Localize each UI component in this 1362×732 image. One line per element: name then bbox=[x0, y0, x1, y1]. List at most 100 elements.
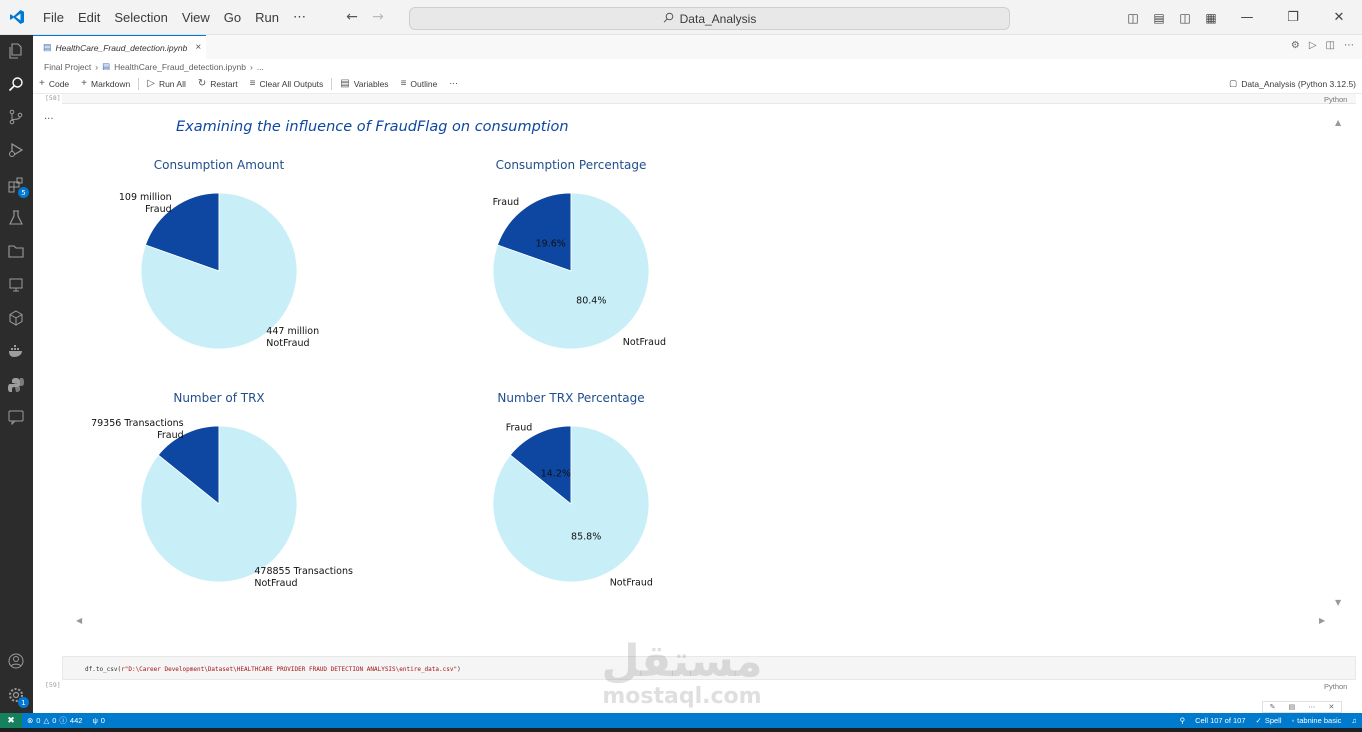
more-actions-icon[interactable]: ⋯ bbox=[1344, 40, 1354, 51]
gear-icon[interactable]: ⚙ bbox=[1290, 40, 1300, 51]
output-actions-icon[interactable]: ... bbox=[44, 111, 54, 122]
window-controls: ◫ ▤ ◫ ▦ — ❐ ✕ bbox=[1120, 0, 1362, 35]
pie-slice-fraud bbox=[157, 425, 220, 505]
previous-cell-editor[interactable] bbox=[62, 94, 1356, 104]
tab-close-icon[interactable]: × bbox=[195, 42, 202, 53]
delete-icon[interactable]: ✕ bbox=[1328, 703, 1335, 711]
pie-slice-fraud bbox=[509, 425, 572, 505]
remote-icon[interactable]: ✖ bbox=[0, 713, 22, 728]
slice-value-label: 447 million bbox=[266, 326, 319, 337]
menu-view[interactable]: View bbox=[181, 9, 210, 25]
clear-outputs-button[interactable]: ≡ Clear All Outputs bbox=[249, 78, 324, 89]
source-control-icon[interactable] bbox=[5, 106, 27, 128]
search-icon bbox=[663, 12, 674, 26]
add-markdown-button[interactable]: + Markdown bbox=[81, 78, 131, 89]
slice-value-label: 19.6% bbox=[536, 238, 566, 249]
search-text: Data_Analysis bbox=[679, 11, 757, 26]
scroll-left-arrow-icon[interactable]: ◀ bbox=[76, 616, 83, 625]
toolbar-more-button[interactable]: ⋯ bbox=[449, 78, 458, 88]
extensions-icon[interactable]: 5 bbox=[5, 174, 29, 198]
variables-button[interactable]: ▤ Variables bbox=[340, 78, 389, 89]
back-arrow-icon[interactable]: ← bbox=[346, 9, 358, 25]
slice-label: NotFraud bbox=[610, 577, 653, 588]
toggle-panel-icon[interactable]: ▤ bbox=[1153, 10, 1165, 25]
forward-arrow-icon[interactable]: → bbox=[372, 9, 384, 25]
slice-value-label: 14.2% bbox=[541, 468, 571, 479]
menu-run[interactable]: Run bbox=[255, 9, 279, 25]
activity-bar: 5 1 bbox=[0, 35, 33, 713]
menu-file[interactable]: File bbox=[43, 9, 64, 25]
slice-value-label: 109 million bbox=[119, 192, 172, 203]
menu-go[interactable]: Go bbox=[223, 9, 242, 25]
breadcrumb-file[interactable]: HealthCare_Fraud_detection.ipynb bbox=[114, 61, 246, 72]
pie-slice-notfraud bbox=[140, 192, 298, 350]
run-debug-icon[interactable] bbox=[5, 139, 27, 161]
explorer-icon[interactable] bbox=[5, 40, 27, 62]
pie-chart-figure: Examining the influence of FraudFlag on … bbox=[91, 119, 666, 589]
tabnine-status[interactable]: ◦ tabnine basic bbox=[1291, 716, 1342, 725]
code-cell-editor[interactable]: df.to_csv(r"D:\Career Development\Datase… bbox=[62, 656, 1356, 680]
scroll-up-arrow-icon[interactable]: ▲ bbox=[1335, 118, 1342, 127]
split-editor-icon[interactable]: ◫ bbox=[1325, 40, 1335, 51]
python-icon[interactable] bbox=[5, 374, 27, 396]
account-icon[interactable] bbox=[5, 650, 27, 672]
editor-actions: ⚙ ▷ ◫ ⋯ bbox=[1291, 40, 1354, 51]
pie-slice-notfraud bbox=[492, 192, 650, 350]
folder-icon[interactable] bbox=[5, 240, 27, 262]
cell-position[interactable]: Cell 107 of 107 bbox=[1195, 716, 1246, 725]
edit-icon[interactable]: ✎ bbox=[1269, 703, 1276, 711]
scroll-right-arrow-icon[interactable]: ▶ bbox=[1319, 616, 1326, 625]
stack-icon[interactable] bbox=[5, 307, 27, 329]
search-icon[interactable] bbox=[5, 73, 27, 95]
previous-cell-language[interactable]: Python bbox=[1324, 95, 1348, 104]
cell-toolbar: ✎ ▤ ⋯ ✕ bbox=[1262, 701, 1342, 713]
code-call: df.to_csv( bbox=[85, 666, 122, 673]
docker-icon[interactable] bbox=[5, 340, 27, 362]
chat-icon[interactable] bbox=[5, 406, 27, 428]
run-all-button[interactable]: ▷ Run All bbox=[147, 78, 186, 89]
problems-status[interactable]: ⊗ 0 △ 0 ⓘ 442 bbox=[27, 716, 83, 725]
toggle-primary-sidebar-icon[interactable]: ◫ bbox=[1127, 10, 1139, 25]
split-cell-icon[interactable]: ▤ bbox=[1288, 703, 1296, 711]
testing-icon[interactable] bbox=[5, 207, 27, 229]
customize-layout-icon[interactable]: ▦ bbox=[1205, 10, 1217, 25]
kernel-picker[interactable]: ▢ Data_Analysis (Python 3.12.5) bbox=[1229, 78, 1356, 89]
outline-button[interactable]: ≡ Outline bbox=[400, 78, 438, 89]
zoom-icon[interactable]: ⚲ bbox=[1179, 716, 1186, 725]
breadcrumb-folder[interactable]: Final Project bbox=[44, 61, 92, 72]
subplot-title: Consumption Amount bbox=[154, 158, 285, 172]
menu-more[interactable]: ⋯ bbox=[293, 9, 306, 24]
cell-more-icon[interactable]: ⋯ bbox=[1308, 703, 1316, 711]
notifications-bell-icon[interactable]: ♫ bbox=[1351, 716, 1357, 725]
ports-icon: ψ bbox=[92, 716, 98, 725]
remote-explorer-icon[interactable] bbox=[5, 274, 27, 296]
kernel-icon: ▢ bbox=[1229, 78, 1238, 88]
add-code-button[interactable]: + Code bbox=[39, 78, 70, 89]
menu-edit[interactable]: Edit bbox=[77, 9, 101, 25]
restart-icon: ↻ bbox=[197, 78, 207, 89]
menu-selection[interactable]: Selection bbox=[114, 9, 168, 25]
slice-value-label: 80.4% bbox=[576, 296, 606, 307]
tab-notebook[interactable]: ▤ HealthCare_Fraud_detection.ipynb × bbox=[33, 35, 206, 59]
breadcrumb-more[interactable]: ... bbox=[256, 61, 264, 72]
minimize-icon[interactable]: — bbox=[1240, 10, 1254, 25]
settings-gear-icon[interactable]: 1 bbox=[5, 684, 29, 708]
spell-status[interactable]: ✓ Spell bbox=[1255, 716, 1282, 725]
close-icon[interactable]: ✕ bbox=[1333, 10, 1345, 25]
tab-label: HealthCare_Fraud_detection.ipynb bbox=[55, 42, 188, 53]
toggle-secondary-sidebar-icon[interactable]: ◫ bbox=[1179, 10, 1191, 25]
toolbar-divider bbox=[138, 77, 140, 90]
slice-value-label: 478855 Transactions bbox=[254, 566, 353, 577]
slice-label: NotFraud bbox=[266, 338, 309, 349]
cell-language[interactable]: Python bbox=[1324, 682, 1348, 691]
scroll-down-arrow-icon[interactable]: ▼ bbox=[1335, 598, 1342, 607]
restart-button[interactable]: ↻ Restart bbox=[197, 78, 238, 89]
command-center-search[interactable]: Data_Analysis bbox=[409, 7, 1010, 30]
restore-icon[interactable]: ❐ bbox=[1287, 10, 1299, 25]
execution-count: [59] bbox=[45, 681, 61, 689]
watermark-latin: mostaql.com bbox=[602, 684, 762, 709]
run-icon[interactable]: ▷ bbox=[1308, 40, 1317, 51]
code-close-paren: ) bbox=[457, 666, 461, 673]
watermark-logo: مستقل mostaql.com bbox=[597, 638, 767, 708]
